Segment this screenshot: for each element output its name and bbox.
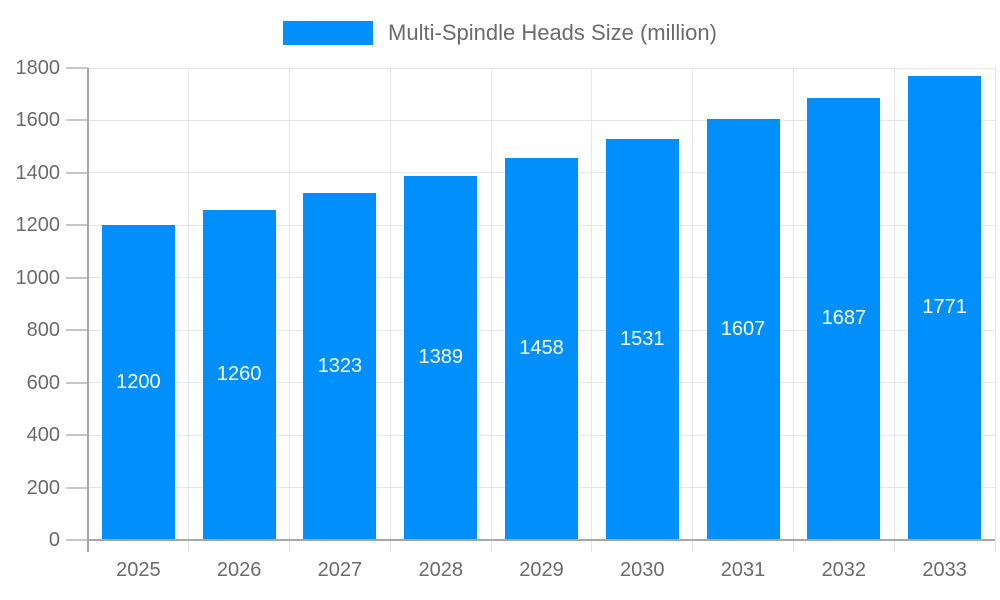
x-axis-label: 2029	[519, 559, 564, 581]
y-axis-label: 0	[48, 529, 60, 551]
x-axis-label: 2033	[922, 559, 967, 581]
h-gridline	[88, 67, 995, 69]
v-gridline	[490, 68, 492, 540]
y-axis-tick	[66, 67, 88, 69]
x-axis-tick	[792, 540, 794, 552]
bar-2031[interactable]: 1607	[706, 118, 780, 540]
y-axis-label: 400	[26, 424, 60, 447]
v-gridline	[692, 68, 694, 540]
legend-label: Multi-Spindle Heads Size (million)	[388, 20, 717, 45]
y-axis-label: 1000	[15, 266, 61, 289]
x-axis-tick	[692, 540, 694, 552]
x-axis-label: 2031	[720, 559, 766, 581]
y-axis-label: 1800	[15, 57, 61, 79]
x-axis-label: 2026	[216, 559, 262, 581]
bar-value-label: 1200	[116, 371, 161, 394]
v-gridline	[389, 68, 391, 540]
legend-swatch-icon	[283, 21, 374, 45]
y-axis-label: 200	[26, 476, 60, 499]
bar-2026[interactable]: 1260	[202, 209, 276, 540]
y-axis-label: 600	[26, 371, 60, 394]
v-gridline	[893, 68, 895, 540]
y-axis-label: 1400	[15, 161, 61, 184]
x-axis-label: 2028	[418, 559, 463, 581]
x-axis-line	[88, 539, 995, 541]
x-axis-tick	[188, 540, 190, 552]
x-axis-label: 2025	[116, 559, 161, 581]
legend[interactable]: Multi-Spindle Heads Size (million)	[0, 19, 1000, 47]
bar-2027[interactable]: 1323	[303, 193, 377, 540]
bar-value-label: 1323	[317, 355, 363, 378]
v-gridline	[289, 68, 291, 540]
bar-value-label: 1607	[720, 317, 766, 340]
x-axis-label: 2030	[620, 559, 665, 581]
y-axis-label: 1200	[15, 214, 61, 237]
h-gridline	[88, 119, 995, 121]
bar-value-label: 1771	[922, 296, 967, 319]
plot-area: 1200 1260 1323 1389 1458 1531 1607 1687 1771	[66, 67, 996, 552]
bar-2033[interactable]: 1771	[908, 75, 982, 540]
x-axis-label: 2032	[821, 559, 867, 581]
y-axis-tick	[66, 434, 88, 437]
y-axis-tick	[66, 381, 88, 384]
bar-2030[interactable]: 1531	[605, 138, 679, 540]
y-axis-tick	[66, 171, 88, 174]
bar-value-label: 1687	[821, 307, 867, 330]
x-axis-tick	[994, 540, 996, 552]
y-axis-tick	[66, 276, 88, 279]
bar-value-label: 1531	[620, 327, 665, 350]
x-axis-tick	[490, 540, 492, 552]
x-axis-tick	[289, 540, 291, 552]
y-axis-tick	[66, 486, 88, 489]
x-axis-tick	[389, 540, 391, 552]
y-axis-label: 1600	[15, 109, 61, 132]
x-axis-label: 2027	[317, 559, 363, 581]
y-axis-tick	[66, 119, 88, 122]
v-gridline	[591, 68, 593, 540]
x-axis-tick	[591, 540, 593, 552]
bar-2032[interactable]: 1687	[807, 97, 881, 540]
bar-value-label: 1458	[519, 337, 564, 360]
y-axis-tick	[66, 329, 88, 332]
y-axis-tick	[66, 539, 88, 541]
y-axis-line	[87, 68, 89, 552]
bar-value-label: 1389	[418, 346, 463, 369]
v-gridline	[994, 68, 996, 540]
y-axis-label: 800	[26, 319, 60, 342]
y-axis-tick	[66, 224, 88, 227]
bar-2025[interactable]: 1200	[101, 225, 175, 540]
bar-2029[interactable]: 1458	[505, 157, 578, 540]
bar-2028[interactable]: 1389	[404, 175, 478, 540]
v-gridline	[188, 68, 190, 540]
v-gridline	[792, 68, 794, 540]
bar-value-label: 1260	[216, 363, 262, 386]
x-axis-tick	[893, 540, 895, 552]
